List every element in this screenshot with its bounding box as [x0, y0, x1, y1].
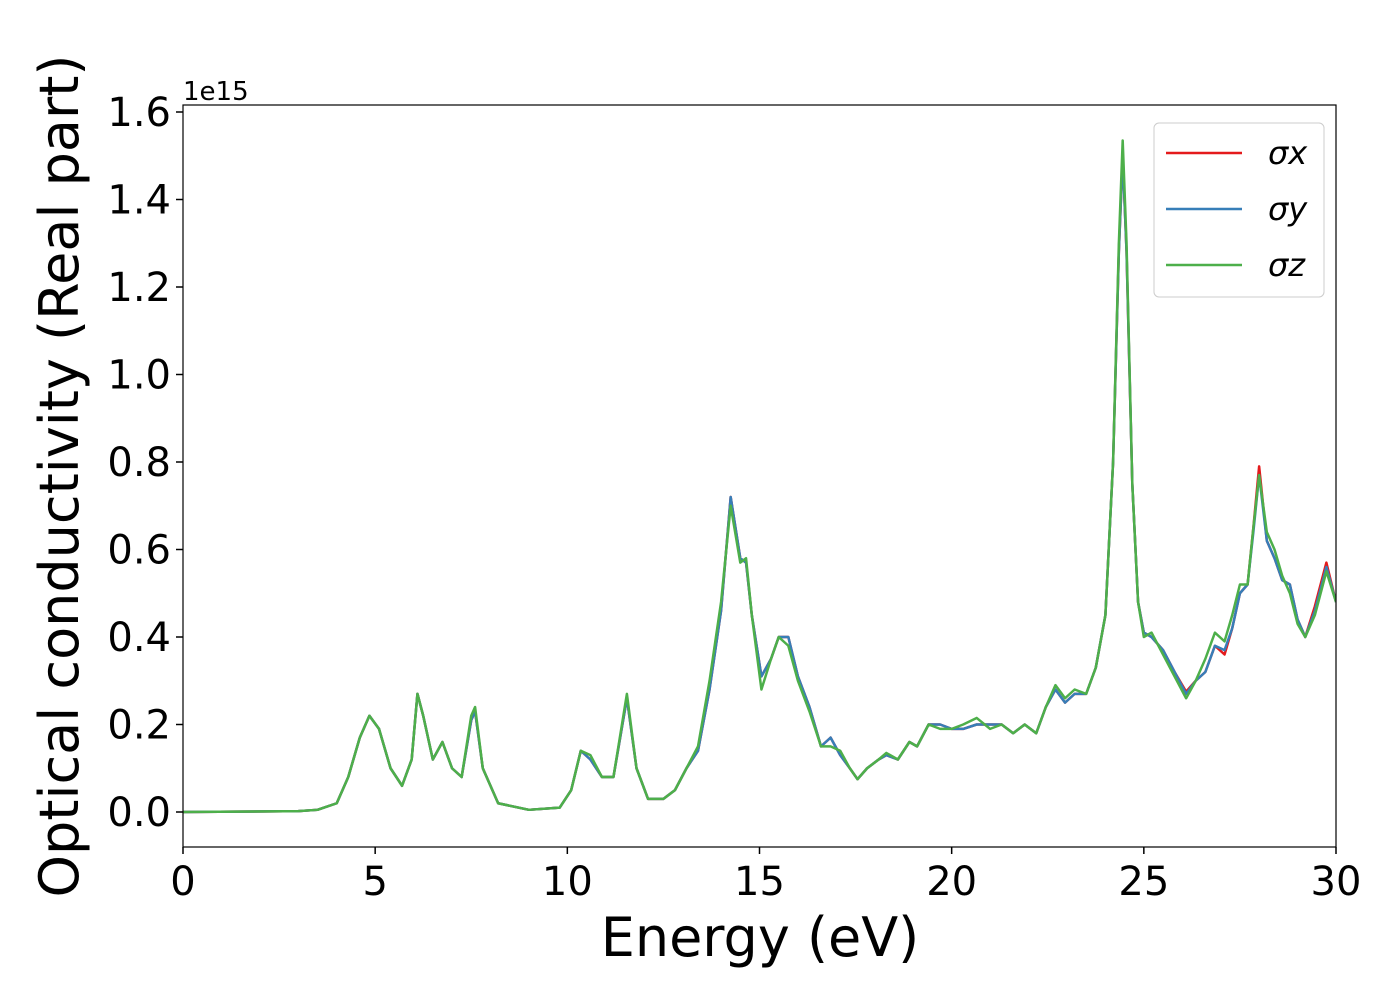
x-tick-label: 10: [542, 859, 593, 905]
y-tick-label: 1.2: [107, 265, 171, 311]
series-line: [183, 139, 1336, 814]
y-tick-label: 1.4: [107, 178, 171, 224]
x-tick-label: 25: [1118, 859, 1169, 905]
x-tick-label: 15: [734, 859, 785, 905]
legend-label: σx: [1268, 134, 1308, 172]
plot-frame: [182, 104, 1337, 848]
y-tick-label: 0.6: [107, 528, 171, 574]
y-tick-label: 1.0: [107, 353, 171, 399]
y-tick-label: 0.2: [107, 703, 171, 749]
x-tick-label: 0: [170, 859, 195, 905]
x-tick-label: 30: [1311, 859, 1362, 905]
legend-label: σy: [1268, 190, 1308, 228]
y-offset-text: 1e15: [183, 77, 249, 107]
y-axis-label: Optical conductivity (Real part): [28, 55, 91, 898]
y-tick-label: 1.6: [107, 90, 171, 136]
legend-label: σz: [1268, 246, 1306, 284]
x-tick-label: 5: [362, 859, 387, 905]
x-axis-label: Energy (eV): [601, 906, 920, 969]
x-tick-label: 20: [926, 859, 977, 905]
y-tick-label: 0.0: [107, 790, 171, 836]
y-tick-label: 0.8: [107, 440, 171, 486]
y-tick-label: 0.4: [107, 615, 171, 661]
